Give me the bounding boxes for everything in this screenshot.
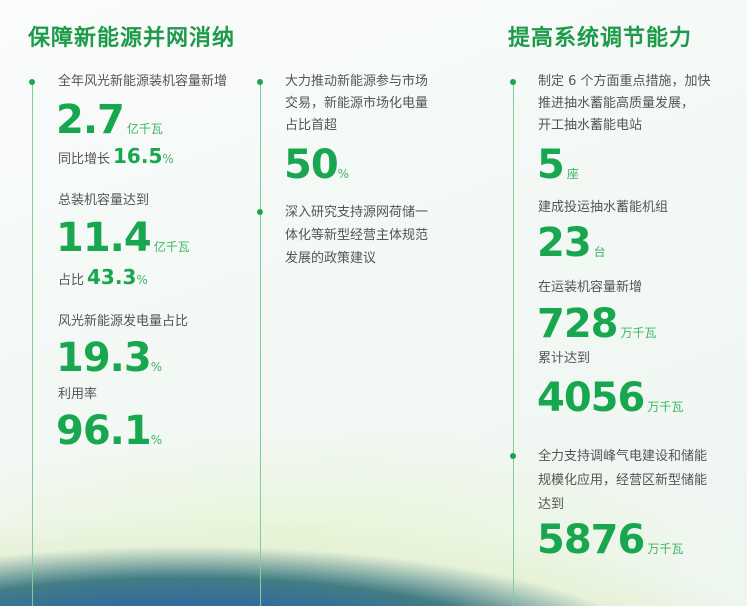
timeline-line [32,82,33,606]
value: 16.5 [113,144,163,168]
stat-value: 96.1% [56,408,162,460]
timeline-dot [510,453,516,459]
unit: % [150,360,162,374]
text-line: 推进抽水蓄能高质量发展， [538,96,695,111]
text-line: 开工抽水蓄能电站 [538,118,643,133]
stat-label: 全年风光新能源装机容量新增 [58,74,228,89]
right-section-title: 提高系统调节能力 [508,26,693,51]
unit: 万千瓦 [620,326,657,340]
text-block: 制定 6 个方面重点措施，加快 推进抽水蓄能高质量发展， 开工抽水蓄能电站 [538,71,711,137]
unit: % [337,167,349,181]
stat-label: 建成投运抽水蓄能机组 [538,200,669,215]
text-block: 全力支持调峰气电建设和储能 规模化应用，经营区新型储能 达到 [538,445,707,517]
text-line: 大力推动新能源参与市场 [285,74,429,89]
timeline-line [260,82,261,606]
left-section-title: 保障新能源并网消纳 [28,26,236,51]
earth-image [0,470,747,606]
stat-label: 累计达到 [538,351,591,366]
text-block: 大力推动新能源参与市场 交易，新能源市场化电量 占比首超 [285,71,428,137]
stat-value: 2.7 亿千瓦 [56,100,163,149]
text-block: 深入研究支持源网荷储一 体化等新型经营主体规范 发展的政策建议 [285,201,428,270]
label: 同比增长 [58,152,111,167]
unit: 亿千瓦 [153,240,190,254]
value: 43.3 [87,265,137,289]
text-line: 制定 6 个方面重点措施，加快 [538,74,711,89]
text-line: 全力支持调峰气电建设和储能 [538,449,708,464]
timeline-dot [29,79,35,85]
unit: 台 [593,245,606,259]
value: 23 [537,220,592,266]
unit: % [150,433,162,447]
stat-label: 总装机容量达到 [58,193,150,208]
stat-value: 11.4 亿千瓦 [56,218,190,267]
stat-value: 19.3% [56,335,162,387]
text-line: 发展的政策建议 [285,251,377,266]
value: 4056 [537,375,645,421]
label: 占比 [58,273,85,288]
value: 5876 [537,517,645,563]
unit: % [162,152,174,166]
timeline-dot [257,209,263,215]
stat-sub: 占比 43.3% [58,266,148,292]
unit: 万千瓦 [647,400,684,414]
unit: % [136,273,148,287]
stat-sub: 同比增长 16.5% [58,145,174,171]
unit: 座 [566,167,579,181]
text-line: 深入研究支持源网荷储一 [285,205,429,220]
value: 11.4 [56,215,152,261]
text-line: 占比首超 [285,118,338,133]
value: 728 [537,301,618,347]
text-line: 体化等新型经营主体规范 [285,228,429,243]
text-line: 达到 [538,497,565,512]
value: 96.1 [56,408,152,454]
stat-value: 23 台 [537,223,606,272]
stat-value: 5876 万千瓦 [537,520,683,569]
value: 19.3 [56,335,152,381]
timeline-line [513,82,514,606]
text-line: 规模化应用，经营区新型储能 [538,473,708,488]
unit: 亿千瓦 [126,122,163,136]
timeline-dot [257,79,263,85]
stat-value: 728 万千瓦 [537,304,657,353]
value: 50 [284,142,339,188]
stat-label: 在运装机容量新增 [538,280,643,295]
timeline-dot [510,79,516,85]
unit: 万千瓦 [647,542,684,556]
value: 2.7 [56,97,125,143]
stat-value: 50% [284,142,349,194]
stat-label: 利用率 [58,387,98,402]
text-line: 交易，新能源市场化电量 [285,96,429,111]
stat-value: 4056 万千瓦 [537,378,683,427]
value: 5 [537,142,565,188]
stat-label: 风光新能源发电量占比 [58,314,189,329]
